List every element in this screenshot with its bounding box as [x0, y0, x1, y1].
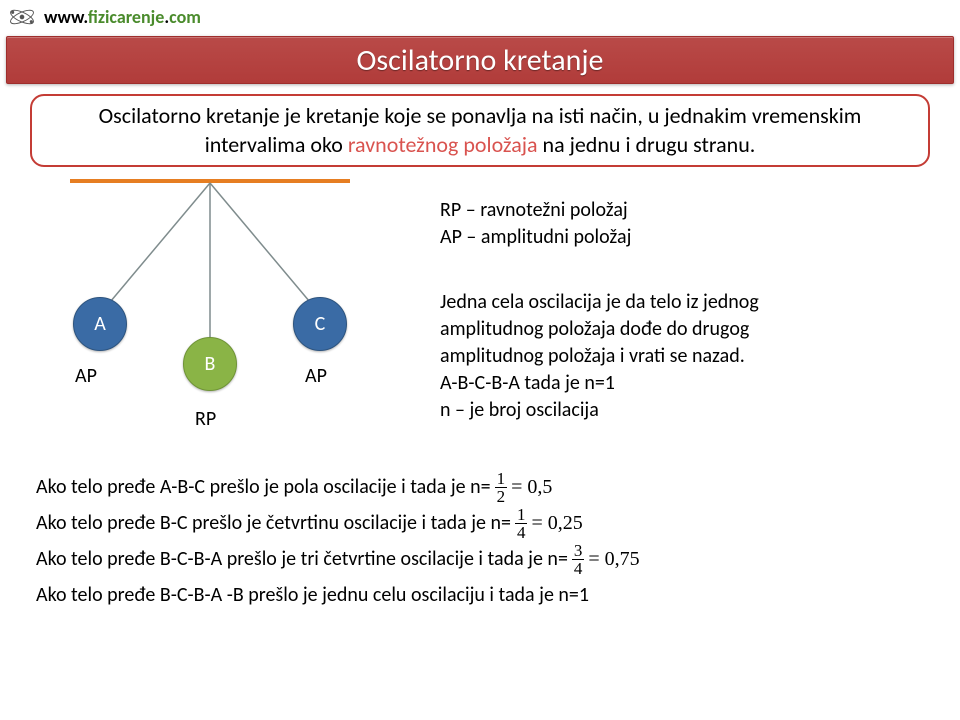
r4-text: Ako telo pređe B-C-B-A -B prešlo je jedn…	[36, 577, 589, 613]
logo-row: www.fizicarenje.com	[0, 0, 960, 34]
r1-den: 2	[495, 488, 508, 505]
examples-block: Ako telo pređe A-B-C prešlo je pola osci…	[36, 469, 930, 613]
example-row-1: Ako telo pređe A-B-C prešlo je pola osci…	[36, 469, 930, 505]
logo-name: fizicarenje	[88, 6, 164, 28]
r1-result: = 0,5	[511, 469, 552, 505]
ball-b: B	[183, 337, 237, 391]
r3-text: Ako telo pređe B-C-B-A prešlo je tri čet…	[36, 541, 568, 577]
r3-fraction: 3 4	[572, 542, 585, 577]
r2-result: = 0,25	[531, 505, 582, 541]
logo-www: www.	[44, 6, 88, 28]
definition-highlight: ravnotežnog položaja	[348, 131, 538, 158]
para-l3: amplitudnog položaja i vrati se nazad.	[440, 343, 759, 370]
oscillation-paragraph: Jedna cela oscilacija je da telo iz jedn…	[440, 289, 759, 424]
para-l2: amplitudnog položaja dođe do drugog	[440, 316, 759, 343]
ball-c: C	[293, 297, 347, 351]
r2-text: Ako telo pređe B-C prešlo je četvrtinu o…	[36, 505, 511, 541]
para-l4: A-B-C-B-A tada je n=1	[440, 370, 759, 397]
title-bar: Oscilatorno kretanje	[6, 36, 954, 84]
r1-num: 1	[495, 470, 508, 488]
r3-den: 4	[572, 560, 585, 577]
r2-den: 4	[515, 524, 528, 541]
example-row-3: Ako telo pređe B-C-B-A prešlo je tri čet…	[36, 541, 930, 577]
r2-fraction: 1 4	[515, 506, 528, 541]
logo-text: www.fizicarenje.com	[44, 6, 201, 28]
r2-num: 1	[515, 506, 528, 524]
legend-block: RP – ravnotežni položaj AP – amplitudni …	[440, 197, 631, 251]
legend-rp: RP – ravnotežni položaj	[440, 197, 631, 224]
para-l1: Jedna cela oscilacija je da telo iz jedn…	[440, 289, 759, 316]
definition-box: Oscilatorno kretanje je kretanje koje se…	[30, 94, 930, 167]
label-ap-right: AP	[305, 364, 327, 388]
r3-result: = 0,75	[588, 541, 639, 577]
r3-num: 3	[572, 542, 585, 560]
label-ap-left: AP	[75, 364, 97, 388]
ball-b-label: B	[205, 352, 216, 376]
pendulum-diagram: A B C AP AP RP	[20, 179, 420, 439]
legend-ap: AP – amplitudni položaj	[440, 224, 631, 251]
ball-a: A	[73, 297, 127, 351]
para-l5: n – je broj oscilacija	[440, 397, 759, 424]
r1-fraction: 1 2	[495, 470, 508, 505]
r1-text: Ako telo pređe A-B-C prešlo je pola osci…	[36, 469, 491, 505]
example-row-2: Ako telo pređe B-C prešlo je četvrtinu o…	[36, 505, 930, 541]
definition-post: na jednu i drugu stranu.	[538, 131, 756, 158]
label-rp: RP	[195, 407, 216, 431]
logo-tld: com	[169, 6, 201, 28]
example-row-4: Ako telo pređe B-C-B-A -B prešlo je jedn…	[36, 577, 930, 613]
page-title: Oscilatorno kretanje	[357, 42, 604, 79]
ball-a-label: A	[94, 312, 106, 336]
atom-icon	[6, 3, 38, 31]
ball-c-label: C	[315, 312, 326, 336]
